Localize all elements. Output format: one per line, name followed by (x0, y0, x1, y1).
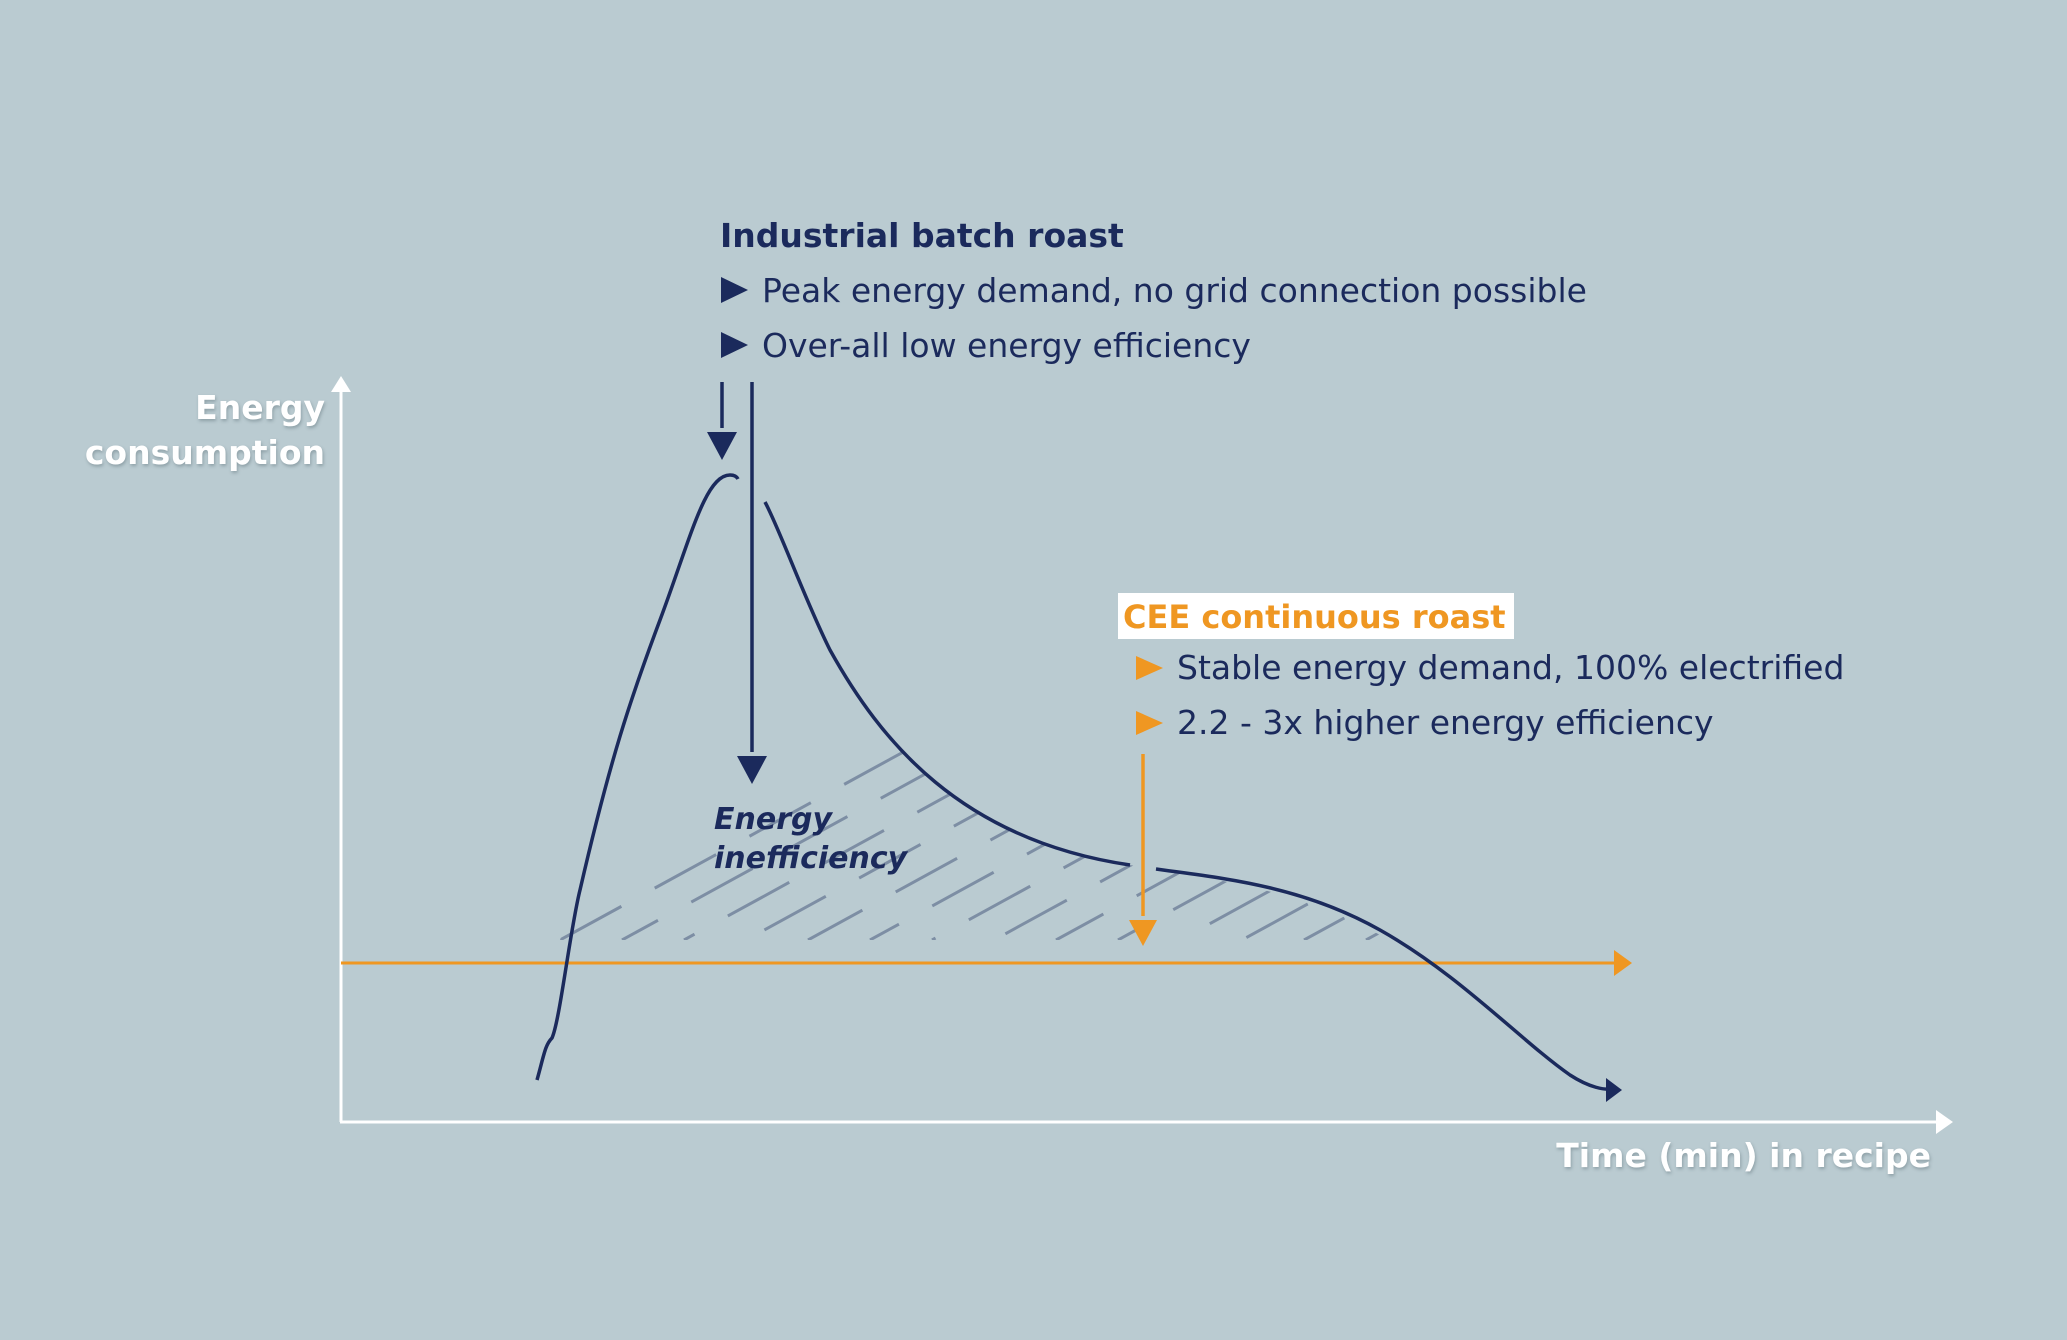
hatch-line (1862, 710, 2067, 940)
batch-roast-bullet-1: Peak energy demand, no grid connection p… (762, 271, 1587, 310)
cee-arrow-icon (1129, 920, 1157, 946)
hatch-line (1924, 710, 2067, 940)
hatch-line (1986, 710, 2067, 940)
x-axis-label: Time (min) in recipe (1556, 1136, 1931, 1175)
hatch-line (1676, 710, 2067, 940)
axes (331, 376, 1953, 1134)
hatch-line (560, 708, 981, 940)
hatch-line (1490, 710, 1910, 940)
hatch-line (1241, 708, 1380, 940)
continuous-line-arrow-icon (1614, 950, 1632, 976)
y-axis-label-line2: consumption (84, 433, 325, 472)
cee-roast-bullet-1: Stable energy demand, 100% electrified (1177, 648, 1845, 687)
triangle-right-icon (721, 277, 748, 303)
hatch-line (1055, 708, 1380, 940)
inefficiency-label-line2: inefficiency (714, 841, 908, 876)
hatch-line (869, 708, 1291, 940)
hatch-line (1303, 708, 1380, 940)
batch-pointer-arrows (707, 382, 767, 784)
bullet-icons (721, 277, 1163, 735)
hatch-line (807, 708, 1229, 940)
batch-roast-curve (535, 473, 1622, 1102)
batch-roast-bullet-2: Over-all low energy efficiency (762, 326, 1251, 365)
triangle-right-icon (1136, 711, 1163, 735)
batch-roast-title: Industrial batch roast (720, 216, 1124, 255)
hatch-line (1365, 708, 1380, 940)
hatch-line (1800, 710, 2067, 940)
inefficiency-arrow-icon (737, 756, 767, 784)
hatch-line (1552, 710, 1972, 940)
y-axis-arrow-icon (331, 376, 351, 392)
hatch-line (621, 708, 1043, 940)
hatch-line (1179, 708, 1380, 940)
x-axis-arrow-icon (1936, 1110, 1953, 1134)
batch-curve-arrow-icon (1606, 1078, 1622, 1102)
continuous-roast-line (341, 950, 1632, 976)
triangle-right-icon (721, 332, 748, 358)
hatch-line (2048, 710, 2067, 940)
hatch-line (1738, 710, 2067, 940)
cee-pointer-arrow (1129, 754, 1157, 946)
peak-arrow-icon (707, 432, 737, 460)
y-axis-label-line1: Energy (195, 388, 325, 427)
hatch-line (1614, 710, 2034, 940)
hatch-line (1428, 710, 1848, 940)
inefficiency-label-line1: Energy (714, 802, 833, 837)
cee-roast-title: CEE continuous roast (1118, 593, 1514, 639)
hatch-line (993, 708, 1380, 940)
triangle-right-icon (1136, 656, 1163, 680)
cee-roast-bullet-2: 2.2 - 3x higher energy efficiency (1177, 703, 1714, 742)
